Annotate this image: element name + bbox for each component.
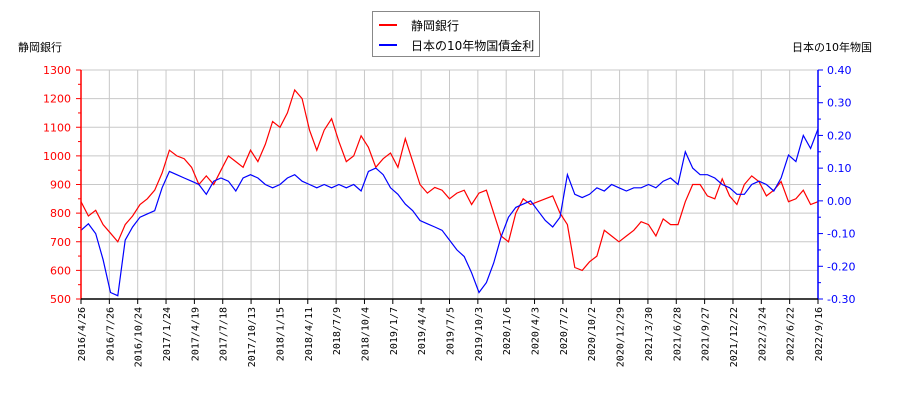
- svg-text:1100: 1100: [43, 121, 71, 134]
- svg-text:2018/4/11: 2018/4/11: [304, 307, 315, 361]
- svg-text:2018/10/4: 2018/10/4: [360, 307, 371, 361]
- svg-text:2020/7/2: 2020/7/2: [559, 307, 570, 355]
- svg-text:2022/9/16: 2022/9/16: [814, 307, 825, 361]
- svg-text:-0.10: -0.10: [827, 228, 855, 241]
- axes: 1300 1200 1100 1000 900 800 700 600 500 0.40 0.30 0…: [43, 64, 855, 367]
- legend-swatch-red: [379, 24, 397, 26]
- legend-swatch-blue: [379, 44, 397, 46]
- svg-text:500: 500: [50, 293, 71, 306]
- svg-text:800: 800: [50, 207, 71, 220]
- svg-text:1200: 1200: [43, 93, 71, 106]
- svg-text:600: 600: [50, 264, 71, 277]
- svg-text:2017/4/19: 2017/4/19: [190, 307, 201, 361]
- legend-item-jgb-10y: 日本の10年物国債金利: [379, 37, 534, 53]
- svg-text:1000: 1000: [43, 150, 71, 163]
- svg-text:2018/1/15: 2018/1/15: [275, 307, 286, 361]
- series-lines: [80, 88, 819, 297]
- svg-text:2020/12/29: 2020/12/29: [616, 307, 627, 367]
- svg-text:2016/4/26: 2016/4/26: [77, 307, 88, 361]
- svg-text:2021/3/30: 2021/3/30: [644, 307, 655, 361]
- svg-text:2017/1/24: 2017/1/24: [162, 307, 173, 361]
- svg-text:2022/3/24: 2022/3/24: [757, 307, 768, 361]
- svg-text:2020/1/6: 2020/1/6: [502, 307, 513, 355]
- svg-text:0.40: 0.40: [827, 64, 852, 77]
- svg-text:1300: 1300: [43, 64, 71, 77]
- svg-text:0.20: 0.20: [827, 129, 852, 142]
- gridlines: [81, 69, 818, 300]
- svg-text:2021/9/27: 2021/9/27: [701, 307, 712, 361]
- svg-text:2020/4/3: 2020/4/3: [531, 307, 542, 355]
- svg-text:0.10: 0.10: [827, 162, 852, 175]
- svg-text:2020/10/2: 2020/10/2: [587, 307, 598, 361]
- svg-text:900: 900: [50, 179, 71, 192]
- svg-text:-0.30: -0.30: [827, 293, 855, 306]
- svg-text:2016/7/26: 2016/7/26: [105, 307, 116, 361]
- svg-text:2019/7/5: 2019/7/5: [446, 307, 457, 355]
- left-axis-title: 静岡銀行: [18, 41, 62, 54]
- svg-text:0.30: 0.30: [827, 97, 852, 110]
- legend: 静岡銀行 日本の10年物国債金利: [372, 11, 540, 57]
- svg-text:2017/10/13: 2017/10/13: [247, 307, 258, 367]
- svg-text:700: 700: [50, 236, 71, 249]
- right-axis-title: 日本の10年物国: [792, 41, 872, 54]
- legend-item-shizuoka-bank: 静岡銀行: [379, 17, 459, 33]
- svg-text:2022/6/22: 2022/6/22: [786, 307, 797, 361]
- svg-text:2021/6/28: 2021/6/28: [672, 307, 683, 361]
- svg-text:2018/7/9: 2018/7/9: [332, 307, 343, 355]
- svg-text:2019/10/3: 2019/10/3: [474, 307, 485, 361]
- svg-text:2017/7/18: 2017/7/18: [219, 307, 230, 361]
- svg-text:2019/1/7: 2019/1/7: [389, 307, 400, 355]
- svg-text:2021/12/22: 2021/12/22: [729, 307, 740, 367]
- legend-label: 日本の10年物国債金利: [411, 38, 535, 53]
- svg-text:2019/4/4: 2019/4/4: [417, 307, 428, 355]
- legend-label: 静岡銀行: [411, 18, 460, 33]
- svg-text:0.00: 0.00: [827, 195, 852, 208]
- svg-text:-0.20: -0.20: [827, 260, 855, 273]
- svg-text:2016/10/24: 2016/10/24: [134, 307, 145, 367]
